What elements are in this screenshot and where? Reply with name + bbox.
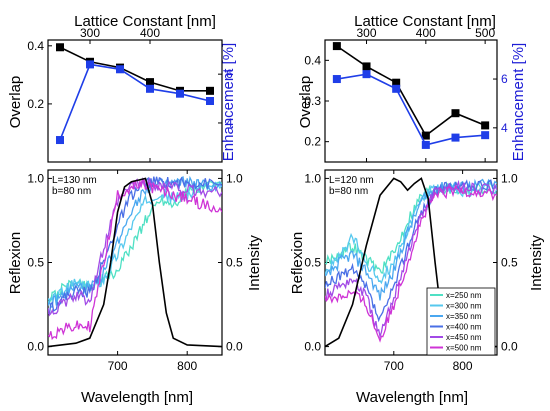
marker-enhancement: [421, 140, 430, 149]
series-line-x-400-nm: [325, 179, 497, 323]
y2-tick-label-left-bottom: 0.0: [226, 340, 243, 354]
marker-enhancement: [481, 131, 490, 140]
y-tick-label-left-bottom: 0.5: [27, 256, 44, 270]
x-tick-label-left-bottom: 800: [177, 359, 197, 373]
overlap-label-left: Overlap: [7, 76, 24, 129]
x-tick-label-right-top: 400: [416, 26, 436, 40]
top-axis-label-right: Lattice Constant [nm]: [354, 13, 496, 30]
legend-label: x=250 nm: [446, 291, 482, 300]
wavelength-label-right: Wavelength [nm]: [356, 389, 468, 406]
marker-enhancement: [332, 75, 341, 84]
marker-enhancement: [392, 84, 401, 93]
annotation-text: L=130 nm: [52, 175, 97, 186]
x-tick-label-right-bottom: 800: [453, 359, 473, 373]
y-tick-label-right-top: 0.3: [304, 94, 321, 108]
marker-overlap: [481, 121, 490, 130]
marker-overlap: [332, 42, 341, 51]
legend-label: x=350 nm: [446, 312, 482, 321]
marker-overlap: [421, 131, 430, 140]
series-line-overlap: [59, 46, 210, 92]
plot-frame-right-top: [324, 39, 498, 163]
series-line-x-450-nm: [48, 177, 222, 317]
overlap-label-right: Overlap: [297, 76, 314, 129]
top-axis-label-left: Lattice Constant [nm]: [74, 13, 216, 30]
marker-enhancement: [86, 60, 94, 69]
legend-box: [426, 287, 496, 356]
y-tick-label-left-bottom: 1.0: [27, 171, 44, 185]
marker-overlap: [362, 62, 371, 71]
y-tick-label-right-bottom: 1.0: [304, 171, 321, 185]
y2-tick-label-right-bottom: 1.0: [501, 171, 518, 185]
series-line-x-500-nm: [325, 184, 497, 343]
legend-label: x=500 nm: [446, 344, 482, 353]
y2-tick-label-left-bottom: 0.5: [226, 256, 243, 270]
legend-label: x=300 nm: [446, 302, 482, 311]
y2-tick-label-right-top: 4: [501, 121, 508, 135]
y2-tick-label-left-top: 4: [226, 116, 233, 130]
y-tick-label-right-bottom: 0.5: [304, 256, 321, 270]
series-line-enhancement: [59, 63, 211, 141]
y2-tick-label-right-bottom: 0.0: [501, 340, 518, 354]
series-line-x-500-nm: [48, 178, 222, 341]
y-tick-label-right-top: 0.2: [304, 135, 321, 149]
series-line-x-300-nm: [325, 183, 497, 285]
y-tick-label-left-top: 0.2: [27, 97, 44, 111]
y-tick-label-left-top: 0.4: [27, 39, 44, 53]
marker-enhancement: [176, 89, 184, 98]
x-tick-label-right-top: 300: [357, 26, 377, 40]
series-line-enhancement: [336, 73, 486, 146]
marker-overlap: [206, 86, 214, 95]
intensity-label-right: Intensity: [528, 235, 545, 291]
enhancement-label-right: Enhancement [%]: [510, 43, 527, 161]
legend-label: x=400 nm: [446, 323, 482, 332]
series-line-emission: [48, 177, 222, 348]
marker-overlap: [451, 109, 460, 118]
annotation-text: L=120 nm: [329, 175, 374, 186]
x-tick-label-left-top: 300: [80, 26, 100, 40]
series-line-x-400-nm: [48, 176, 222, 316]
marker-enhancement: [206, 97, 214, 105]
x-tick-label-right-bottom: 700: [384, 359, 404, 373]
y-tick-label-right-bottom: 0.0: [304, 340, 321, 354]
marker-enhancement: [146, 84, 154, 93]
y-tick-label-left-bottom: 0.0: [27, 340, 44, 354]
marker-enhancement: [56, 136, 64, 145]
marker-enhancement: [362, 70, 371, 79]
annotation-text: b=80 nm: [52, 186, 91, 197]
y2-tick-label-right-top: 6: [501, 72, 508, 86]
x-tick-label-right-top: 500: [475, 26, 495, 40]
enhancement-label-left: Enhancement [%]: [220, 43, 237, 161]
marker-overlap: [56, 43, 64, 52]
series-line-overlap: [336, 45, 486, 137]
marker-enhancement: [116, 65, 124, 74]
marker-overlap: [392, 78, 401, 87]
y2-tick-label-left-top: 6: [226, 67, 233, 81]
marker-overlap: [146, 78, 154, 87]
series-line-x-350-nm: [48, 175, 222, 308]
y2-tick-label-right-bottom: 0.5: [501, 256, 518, 270]
marker-enhancement: [451, 133, 460, 142]
legend-label: x=450 nm: [446, 333, 482, 342]
reflexion-label-left: Reflexion: [7, 232, 24, 295]
reflexion-label-right: Reflexion: [289, 232, 306, 295]
annotation-text: b=80 nm: [329, 186, 368, 197]
x-tick-label-left-top: 400: [140, 26, 160, 40]
intensity-label-left: Intensity: [246, 235, 263, 291]
series-line-x-450-nm: [325, 179, 497, 339]
plots-layer: 300 400 0.2 0.4 4 6 300 400 500 0.2 0.3 0.4 4 6 700 800…: [27, 26, 518, 373]
y2-tick-label-left-bottom: 1.0: [226, 171, 243, 185]
plot-frame-left-top: [47, 39, 223, 163]
wavelength-label-left: Wavelength [nm]: [81, 389, 193, 406]
x-tick-label-left-bottom: 700: [108, 359, 128, 373]
y-tick-label-right-top: 0.4: [304, 53, 321, 67]
